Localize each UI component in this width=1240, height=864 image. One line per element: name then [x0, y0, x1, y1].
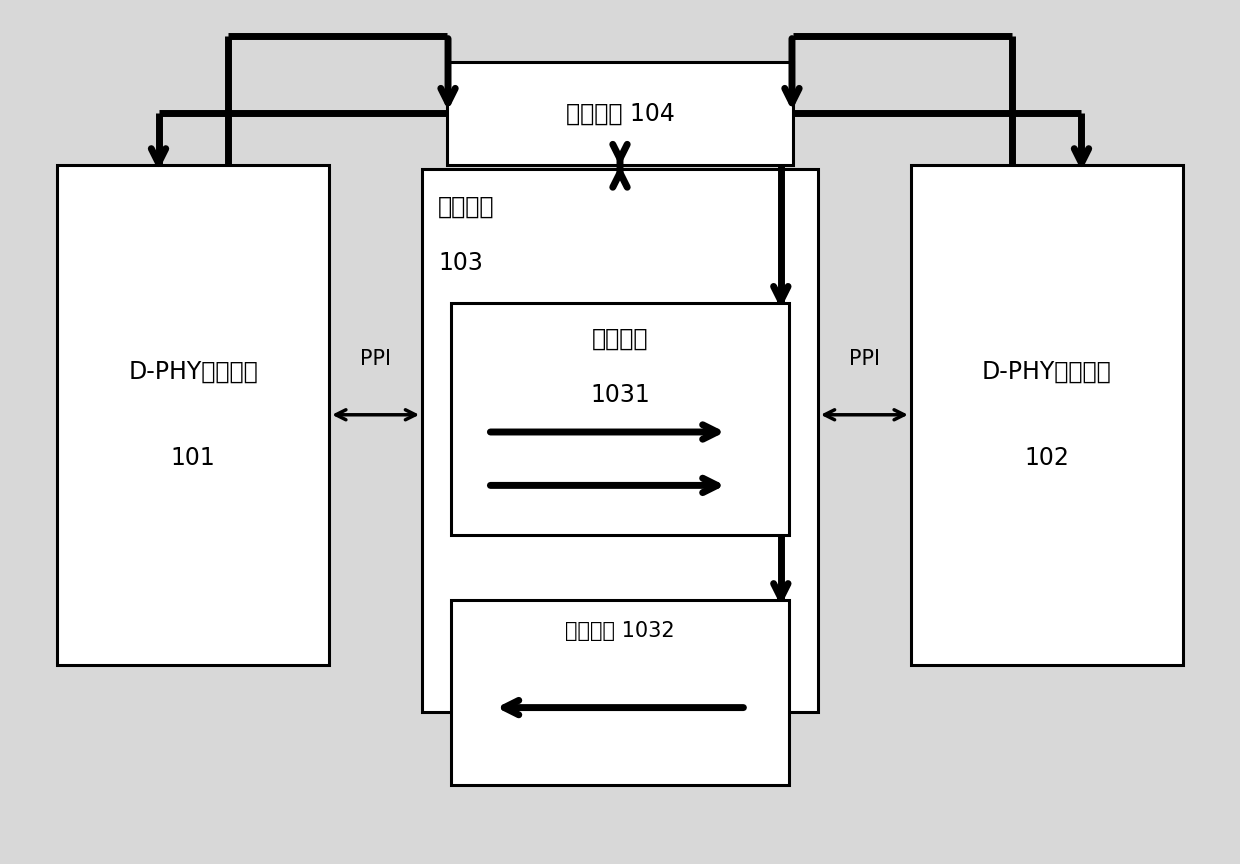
- Text: 101: 101: [171, 446, 216, 470]
- Text: D-PHY受控模块: D-PHY受控模块: [128, 359, 258, 384]
- FancyBboxPatch shape: [422, 169, 818, 712]
- Text: 1031: 1031: [590, 383, 650, 407]
- Text: PPI: PPI: [360, 349, 391, 369]
- Text: 102: 102: [1024, 446, 1069, 470]
- Text: PPI: PPI: [849, 349, 880, 369]
- Text: 正向通路: 正向通路: [591, 327, 649, 351]
- Text: 反向通路 1032: 反向通路 1032: [565, 621, 675, 641]
- FancyBboxPatch shape: [450, 302, 790, 536]
- FancyBboxPatch shape: [57, 165, 330, 664]
- Text: 回路模块: 回路模块: [438, 195, 495, 219]
- FancyBboxPatch shape: [446, 61, 794, 165]
- Text: D-PHY主控模块: D-PHY主控模块: [982, 359, 1112, 384]
- Text: 103: 103: [438, 251, 484, 275]
- FancyBboxPatch shape: [450, 600, 790, 785]
- FancyBboxPatch shape: [910, 165, 1183, 664]
- Text: 控制模块 104: 控制模块 104: [565, 101, 675, 125]
